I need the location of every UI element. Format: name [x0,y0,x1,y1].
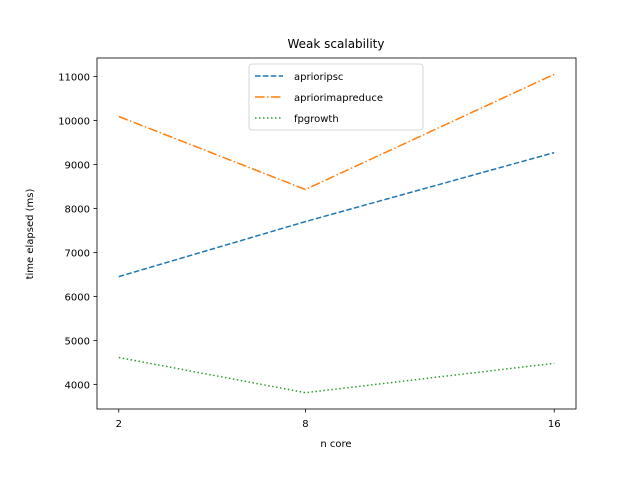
y-tick-label: 8000 [65,204,90,215]
series-line-fpgrowth [118,356,555,394]
plot-frame [96,57,577,410]
series-line-aprioripsc [118,151,555,278]
legend: aprioripsc apriorimapreduce fpgrowth [248,63,424,131]
legend-label-apriorimapreduce: apriorimapreduce [294,93,383,104]
x-axis-ticks: 2 8 16 [116,409,561,430]
legend-box [248,63,424,131]
x-tick-label: 8 [302,419,308,430]
series-layer [118,73,555,394]
legend-label-fpgrowth: fpgrowth [294,114,339,125]
y-axis-label: time elapsed (ms) [25,188,36,279]
y-tick-label: 4000 [65,380,90,391]
y-tick-label: 11000 [58,72,90,83]
series-line-apriorimapreduce [118,73,555,191]
y-tick-label: 5000 [65,336,90,347]
y-axis-ticks: 4000 5000 6000 7000 8000 9000 10000 11000 [58,72,97,391]
legend-label-aprioripsc: aprioripsc [294,72,343,83]
y-tick-label: 9000 [65,160,90,171]
x-axis-label: n core [320,439,351,450]
y-tick-label: 10000 [58,116,90,127]
y-tick-label: 7000 [65,248,90,259]
chart-title: Weak scalability [288,37,385,51]
x-tick-label: 2 [116,419,122,430]
y-tick-label: 6000 [65,292,90,303]
x-tick-label: 16 [548,419,561,430]
